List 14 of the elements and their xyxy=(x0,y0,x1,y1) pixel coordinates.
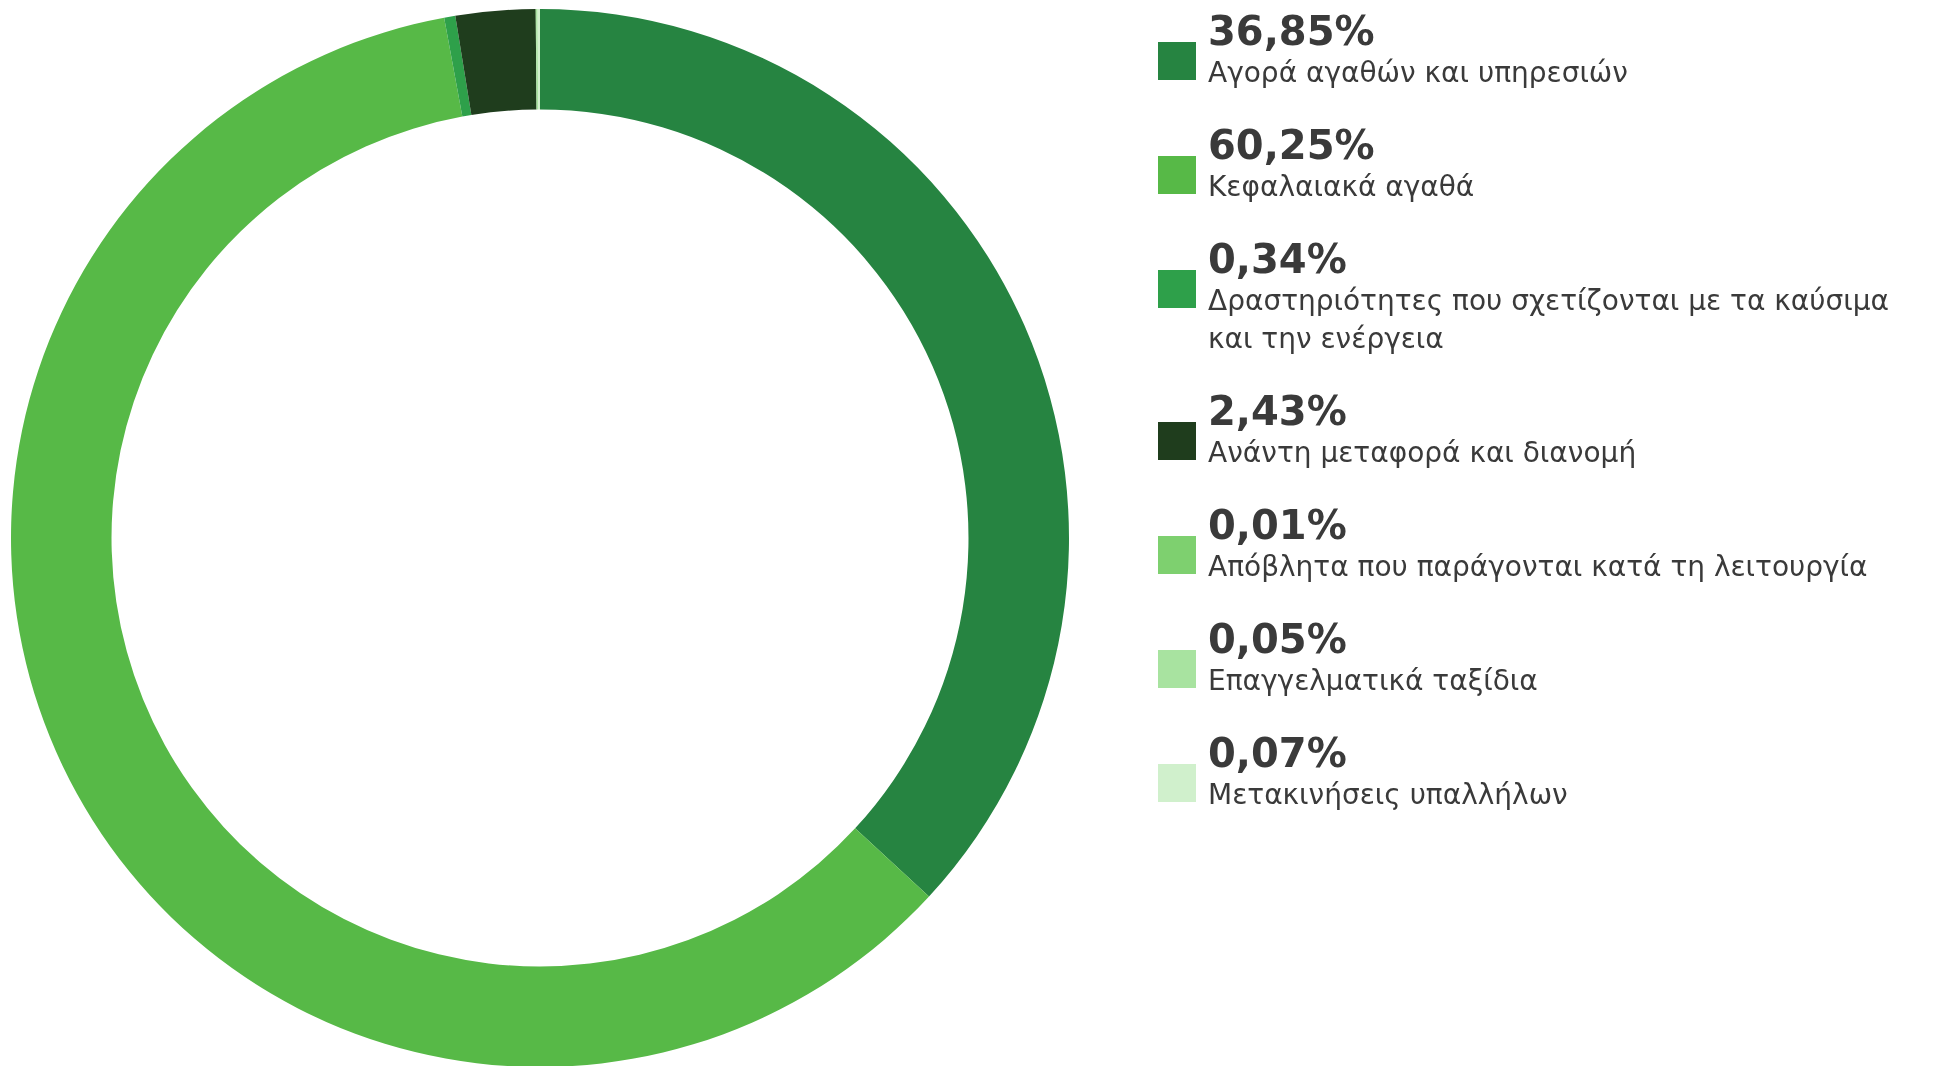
data-label: 0,05% xyxy=(1208,616,1348,662)
legend-label: Αγορά αγαθών και υπηρεσιών xyxy=(1208,55,1628,91)
legend-label: Επαγγελματικά ταξίδια xyxy=(1208,663,1538,699)
legend-label: Ανάντη μεταφορά και διανομή xyxy=(1208,435,1637,471)
data-label: 2,43% xyxy=(1208,388,1348,434)
data-label: 0,07% xyxy=(1208,730,1348,776)
data-label: 36,85% xyxy=(1208,8,1376,54)
legend-label: Απόβλητα που παράγονται κατά τη λειτουργία xyxy=(1208,549,1868,585)
legend-label: Μετακινήσεις υπαλλήλων xyxy=(1208,777,1568,813)
legend-label: Δραστηριότητες που σχετίζονται με τα καύσιμα και την ενέργεια xyxy=(1208,283,1890,357)
data-label: 0,01% xyxy=(1208,502,1348,548)
data-label: 0,34% xyxy=(1208,236,1348,282)
legend-label: Κεφαλαιακά αγαθά xyxy=(1208,169,1475,205)
data-label: 60,25% xyxy=(1208,122,1376,168)
